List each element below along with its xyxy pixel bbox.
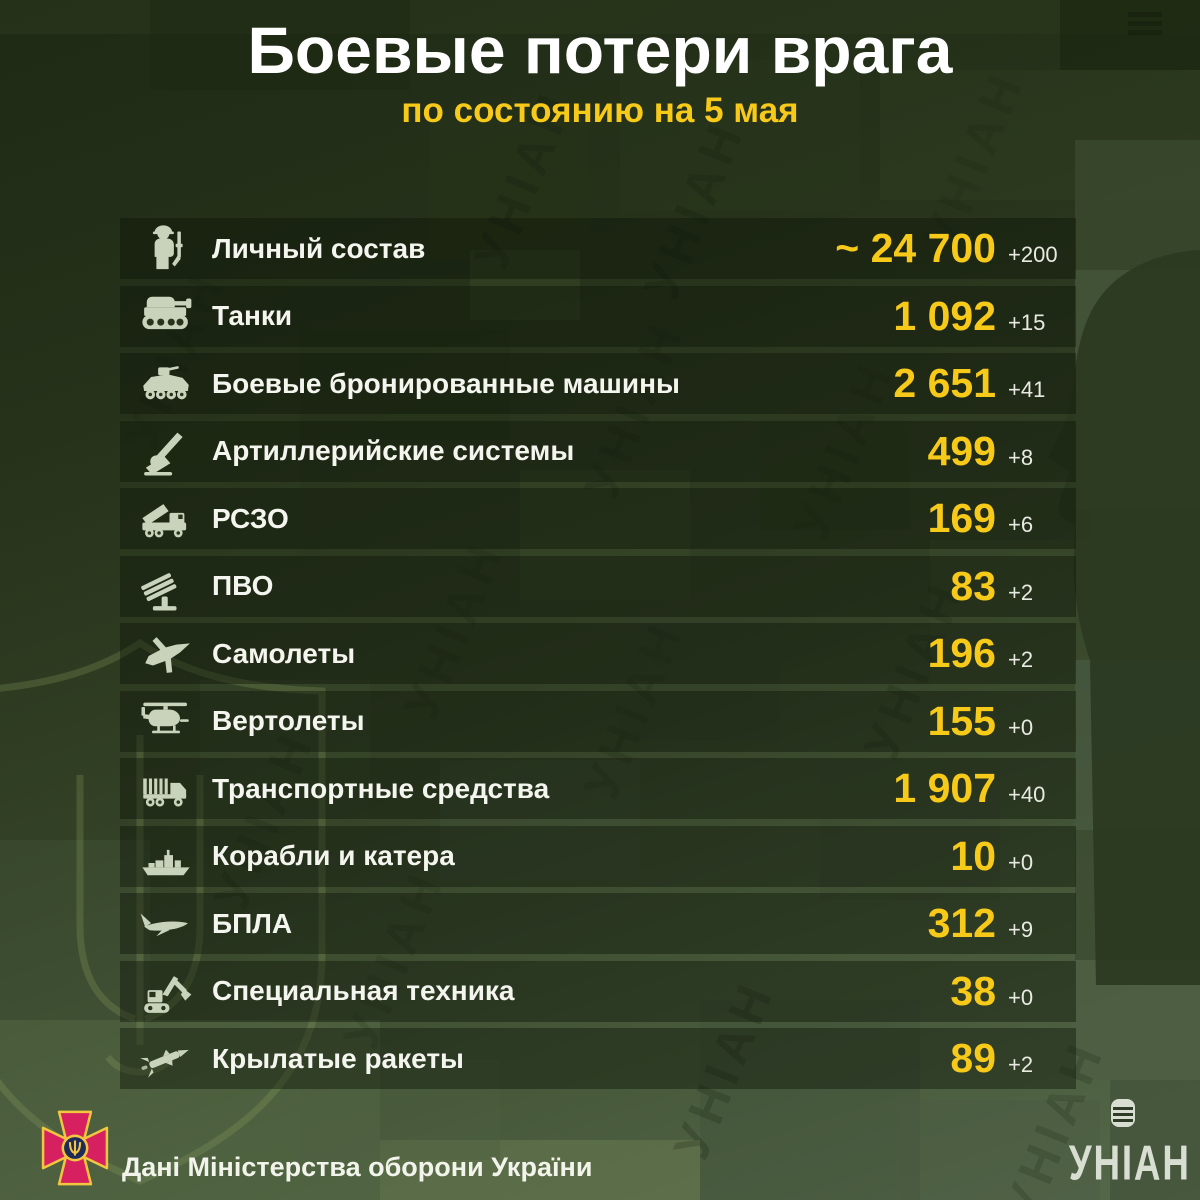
row-value: 2 651 xyxy=(893,360,996,406)
row-delta: +2 xyxy=(1008,579,1034,605)
row-delta: +40 xyxy=(1008,782,1046,807)
row-value: 10 xyxy=(950,832,996,879)
row-delta: +0 xyxy=(1008,849,1034,875)
row-numbers: 10 +0 xyxy=(950,833,1076,880)
table-row: Танки 1 092 +15 xyxy=(120,285,1076,347)
row-delta: +2 xyxy=(1008,647,1034,672)
row-delta: +2 xyxy=(1008,1052,1034,1077)
soldier-silhouette-watermark xyxy=(1048,250,1200,985)
table-row: Боевые бронированные машины 2 651 +41 xyxy=(120,353,1076,414)
row-value: 1 092 xyxy=(893,292,996,339)
table-row: Корабли и катера 10 +0 xyxy=(120,825,1076,887)
row-numbers: 155 +0 xyxy=(928,698,1076,745)
table-row: РСЗО 169 +6 xyxy=(120,488,1076,549)
drone-icon xyxy=(120,896,212,952)
table-row: Транспортные средства 1 907 +40 xyxy=(120,758,1076,819)
row-label: Личный состав xyxy=(212,232,426,264)
helicopter-icon xyxy=(120,693,212,749)
row-value: 499 xyxy=(927,427,996,474)
coat-of-arms-watermark xyxy=(0,638,326,1185)
table-row: Личный состав ~ 24 700 +200 xyxy=(120,218,1076,279)
row-numbers: 196 +2 xyxy=(928,630,1076,677)
row-label: Транспортные средства xyxy=(212,772,550,804)
row-value: 38 xyxy=(950,967,996,1014)
table-row: Специальная техника 38 +0 xyxy=(120,960,1076,1022)
losses-table: Личный состав ~ 24 700 +200 Танки 1 092 +15 Бо… xyxy=(120,218,1076,1096)
row-label: Танки xyxy=(212,300,293,331)
row-numbers: 83 +2 xyxy=(950,563,1076,610)
row-delta: +8 xyxy=(1008,444,1034,470)
row-label: Специальная техника xyxy=(212,975,515,1006)
table-row: Крылатые ракеты 89 +2 xyxy=(120,1028,1076,1089)
row-label: Крылатые ракеты xyxy=(212,1042,464,1074)
source-note: Дані Міністерства оборони України xyxy=(122,1152,593,1182)
row-numbers: 312 +9 xyxy=(928,900,1076,947)
mod-emblem-icon xyxy=(41,1110,109,1186)
row-delta: +200 xyxy=(1008,242,1058,267)
row-value: 83 xyxy=(950,562,996,609)
row-label: Самолеты xyxy=(212,637,356,669)
row-label: Боевые бронированные машины xyxy=(212,367,680,399)
artillery-icon xyxy=(120,423,212,479)
table-row: Вертолеты 155 +0 xyxy=(120,690,1076,752)
excavator-icon xyxy=(120,963,212,1019)
air-defense-icon xyxy=(120,558,212,614)
row-numbers: 169 +6 xyxy=(928,495,1076,542)
table-row: БПЛА 312 +9 xyxy=(120,893,1076,954)
row-delta: +0 xyxy=(1008,714,1034,740)
row-numbers: 1 907 +40 xyxy=(893,765,1076,812)
row-value: 312 xyxy=(927,900,996,946)
row-value: 1 907 xyxy=(893,765,996,811)
page-title: Боевые потери врага xyxy=(247,13,953,87)
unian-logo-text: УНІАН xyxy=(1068,1137,1191,1191)
unian-logo: УНІАН xyxy=(1064,1098,1189,1191)
row-value: 155 xyxy=(927,697,996,744)
row-label: Корабли и катера xyxy=(212,840,455,871)
row-value: 169 xyxy=(927,495,996,541)
header: Боевые потери врага по состоянию на 5 ма… xyxy=(0,13,1200,131)
table-row: Самолеты 196 +2 xyxy=(120,623,1076,684)
jet-icon xyxy=(120,626,212,682)
row-delta: +15 xyxy=(1008,309,1046,335)
unian-logo-icon xyxy=(1111,1099,1135,1127)
row-numbers: 1 092 +15 xyxy=(893,293,1076,340)
row-label: ПВО xyxy=(212,570,274,601)
missile-icon xyxy=(120,1031,212,1087)
row-delta: +41 xyxy=(1008,377,1046,402)
row-numbers: 2 651 +41 xyxy=(893,360,1076,407)
row-value: 196 xyxy=(927,630,996,676)
row-numbers: 499 +8 xyxy=(928,428,1076,475)
row-label: Артиллерийские системы xyxy=(212,435,575,466)
row-numbers: ~ 24 700 +200 xyxy=(835,225,1076,272)
page-subtitle: по состоянию на 5 мая xyxy=(401,91,799,131)
row-delta: +9 xyxy=(1008,917,1034,942)
row-numbers: 38 +0 xyxy=(950,968,1076,1015)
tank-icon xyxy=(120,288,212,344)
row-delta: +0 xyxy=(1008,984,1034,1010)
row-value: ~ 24 700 xyxy=(835,225,996,271)
soldier-icon xyxy=(120,221,212,277)
row-label: РСЗО xyxy=(212,502,289,534)
unian-lines-watermark xyxy=(1128,12,1162,35)
row-value: 89 xyxy=(950,1035,996,1081)
row-label: Вертолеты xyxy=(212,705,365,736)
apc-icon xyxy=(120,356,212,412)
row-numbers: 89 +2 xyxy=(950,1035,1076,1082)
table-row: ПВО 83 +2 xyxy=(120,555,1076,617)
ship-icon xyxy=(120,828,212,884)
truck-icon xyxy=(120,761,212,817)
row-label: БПЛА xyxy=(212,907,293,939)
row-delta: +6 xyxy=(1008,512,1034,537)
table-row: Артиллерийские системы 499 +8 xyxy=(120,420,1076,482)
mlrs-icon xyxy=(120,491,212,547)
